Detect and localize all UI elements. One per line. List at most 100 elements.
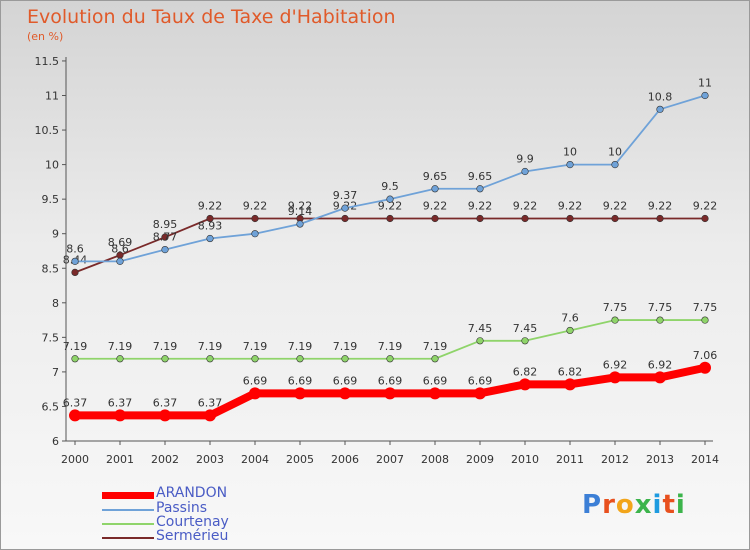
y-tick-label: 11.5 xyxy=(35,55,60,68)
data-point-arandon xyxy=(564,378,576,391)
data-point-courtenay xyxy=(206,355,214,363)
x-tick-label: 2011 xyxy=(556,453,584,466)
data-point-courtenay xyxy=(431,355,439,363)
data-label-passins: 10.8 xyxy=(648,90,673,103)
data-point-passins xyxy=(296,220,304,228)
data-label-arandon: 6.69 xyxy=(468,374,493,387)
x-tick-label: 2001 xyxy=(106,453,134,466)
data-point-passins xyxy=(566,161,574,169)
data-point-passins xyxy=(386,195,394,203)
data-point-courtenay xyxy=(476,337,484,345)
data-label-passins: 9.5 xyxy=(381,180,399,193)
data-label-courtenay: 7.19 xyxy=(288,340,313,353)
data-point-arandon xyxy=(339,387,351,400)
logo-letter: o xyxy=(615,490,635,520)
y-tick-label: 7.5 xyxy=(42,331,60,344)
data-label-passins: 9.9 xyxy=(516,153,534,166)
data-label-passins: 9.14 xyxy=(288,205,313,218)
logo-letter: r xyxy=(602,490,616,520)
y-tick-label: 6.5 xyxy=(42,400,60,413)
legend-label-arandon: ARANDON xyxy=(156,485,228,501)
data-point-courtenay xyxy=(161,355,169,363)
data-point-courtenay xyxy=(251,355,259,363)
data-point-passins xyxy=(521,167,529,176)
data-label-passins: 10 xyxy=(563,146,577,159)
data-point-arandon xyxy=(204,409,216,422)
data-point-sermérieu xyxy=(656,214,664,223)
data-label-arandon: 6.69 xyxy=(288,374,313,387)
data-label-sermérieu: 8.69 xyxy=(108,236,133,249)
data-point-passins xyxy=(611,161,619,169)
data-label-sermérieu: 9.22 xyxy=(693,199,718,212)
data-point-arandon xyxy=(654,371,666,384)
data-point-passins xyxy=(476,185,484,193)
data-label-passins: 8.77 xyxy=(153,231,178,244)
logo-letter: i xyxy=(675,490,686,520)
data-point-passins xyxy=(341,204,349,212)
data-point-arandon xyxy=(609,371,621,384)
data-label-arandon: 6.69 xyxy=(243,374,268,387)
data-label-sermérieu: 9.22 xyxy=(423,199,448,212)
data-label-courtenay: 7.75 xyxy=(603,301,628,314)
data-point-courtenay xyxy=(386,355,394,363)
data-point-sermérieu xyxy=(341,214,349,223)
legend-swatch-sermerieu xyxy=(102,537,154,539)
legend-label-courtenay: Courtenay xyxy=(156,514,229,530)
data-label-arandon: 6.37 xyxy=(198,396,223,409)
y-tick-label: 10 xyxy=(45,159,59,172)
data-label-courtenay: 7.19 xyxy=(423,340,448,353)
data-label-sermérieu: 9.22 xyxy=(378,199,403,212)
data-point-arandon xyxy=(474,387,486,400)
data-label-courtenay: 7.19 xyxy=(243,340,268,353)
data-point-sermérieu xyxy=(161,233,169,241)
data-label-passins: 9.65 xyxy=(468,170,493,183)
legend-swatch-passins xyxy=(102,509,154,511)
data-point-arandon xyxy=(699,361,711,374)
data-label-arandon: 6.69 xyxy=(423,374,448,387)
legend-swatch-arandon xyxy=(102,492,154,499)
data-label-courtenay: 7.19 xyxy=(153,340,178,353)
data-label-passins: 9.65 xyxy=(423,170,448,183)
x-tick-label: 2000 xyxy=(61,453,89,466)
data-label-arandon: 6.37 xyxy=(153,396,178,409)
data-point-courtenay xyxy=(71,355,79,363)
data-point-arandon xyxy=(249,387,261,400)
x-tick-label: 2010 xyxy=(511,453,539,466)
data-point-courtenay xyxy=(341,355,349,363)
data-label-courtenay: 7.6 xyxy=(561,311,579,324)
data-point-passins xyxy=(161,245,169,254)
logo-letter: P xyxy=(582,490,603,520)
data-label-arandon: 6.69 xyxy=(333,374,358,387)
data-label-courtenay: 7.19 xyxy=(333,340,358,353)
x-tick-label: 2008 xyxy=(421,453,449,466)
data-point-sermérieu xyxy=(251,214,259,223)
x-tick-label: 2013 xyxy=(646,453,674,466)
data-label-arandon: 6.92 xyxy=(603,358,628,371)
data-label-passins: 8.6 xyxy=(111,242,129,255)
data-label-courtenay: 7.19 xyxy=(198,340,223,353)
y-tick-label: 6 xyxy=(52,435,59,448)
data-label-sermérieu: 9.22 xyxy=(468,199,493,212)
data-label-passins: 8.93 xyxy=(198,220,223,233)
data-label-passins: 11 xyxy=(698,77,712,90)
data-point-arandon xyxy=(159,409,171,422)
data-label-courtenay: 7.75 xyxy=(648,301,673,314)
data-point-courtenay xyxy=(116,355,124,363)
data-label-sermérieu: 9.22 xyxy=(288,199,313,212)
data-point-passins xyxy=(71,257,79,265)
data-point-sermérieu xyxy=(431,214,439,223)
data-label-courtenay: 7.75 xyxy=(693,301,718,314)
x-tick-label: 2006 xyxy=(331,453,359,466)
data-label-sermérieu: 9.22 xyxy=(513,199,538,212)
data-point-passins xyxy=(701,91,709,100)
logo-letter: x xyxy=(634,490,653,520)
data-label-sermérieu: 9.22 xyxy=(243,199,268,212)
data-point-arandon xyxy=(294,387,306,400)
x-tick-label: 2014 xyxy=(691,453,719,466)
y-tick-label: 11 xyxy=(45,90,59,103)
legend-label-sermerieu: Sermérieu xyxy=(156,528,229,544)
x-tick-label: 2012 xyxy=(601,453,629,466)
data-point-sermérieu xyxy=(476,214,484,223)
data-label-passins: 10 xyxy=(608,146,622,159)
